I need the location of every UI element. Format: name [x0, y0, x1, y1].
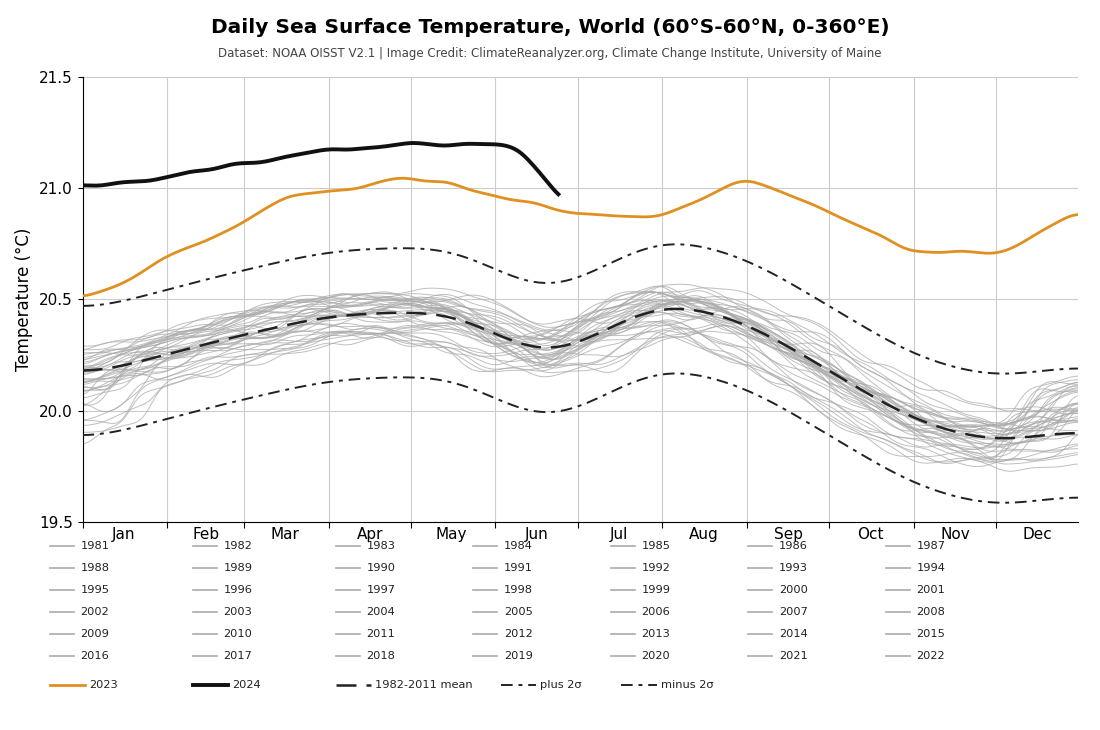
Text: 1983: 1983	[366, 541, 395, 551]
Text: 1987: 1987	[916, 541, 945, 551]
Text: 1982-2011 mean: 1982-2011 mean	[375, 680, 473, 690]
Text: 1986: 1986	[779, 541, 807, 551]
Text: 1984: 1984	[504, 541, 532, 551]
Text: 1989: 1989	[223, 563, 252, 573]
Text: 2001: 2001	[916, 585, 945, 595]
Text: 1994: 1994	[916, 563, 945, 573]
Text: 2013: 2013	[641, 629, 670, 639]
Text: 2012: 2012	[504, 629, 532, 639]
Text: Daily Sea Surface Temperature, World (60°S-60°N, 0-360°E): Daily Sea Surface Temperature, World (60…	[211, 18, 889, 37]
Text: 1985: 1985	[641, 541, 670, 551]
Text: 2024: 2024	[232, 680, 261, 690]
Text: 2004: 2004	[366, 607, 395, 617]
Text: 2014: 2014	[779, 629, 807, 639]
Text: 2002: 2002	[80, 607, 109, 617]
Text: 2018: 2018	[366, 650, 395, 661]
Text: 2011: 2011	[366, 629, 395, 639]
Text: 2019: 2019	[504, 650, 532, 661]
Text: 2016: 2016	[80, 650, 109, 661]
Text: 2007: 2007	[779, 607, 807, 617]
Text: 1998: 1998	[504, 585, 532, 595]
Text: 1992: 1992	[641, 563, 670, 573]
Text: 2017: 2017	[223, 650, 252, 661]
Y-axis label: Temperature (°C): Temperature (°C)	[15, 228, 33, 371]
Text: plus 2σ: plus 2σ	[540, 680, 582, 690]
Text: 2008: 2008	[916, 607, 945, 617]
Text: 2006: 2006	[641, 607, 670, 617]
Text: 2000: 2000	[779, 585, 807, 595]
Text: 1982: 1982	[223, 541, 252, 551]
Text: 1988: 1988	[80, 563, 109, 573]
Text: 1981: 1981	[80, 541, 109, 551]
Text: 1999: 1999	[641, 585, 670, 595]
Text: 2010: 2010	[223, 629, 252, 639]
Text: 2009: 2009	[80, 629, 109, 639]
Text: 2022: 2022	[916, 650, 945, 661]
Text: 1991: 1991	[504, 563, 532, 573]
Text: 2021: 2021	[779, 650, 807, 661]
Text: 1995: 1995	[80, 585, 109, 595]
Text: 2005: 2005	[504, 607, 532, 617]
Text: 2020: 2020	[641, 650, 670, 661]
Text: 1996: 1996	[223, 585, 252, 595]
Text: minus 2σ: minus 2σ	[661, 680, 714, 690]
Text: Dataset: NOAA OISST V2.1 | Image Credit: ClimateReanalyzer.org, Climate Change I: Dataset: NOAA OISST V2.1 | Image Credit:…	[218, 47, 882, 61]
Text: 2015: 2015	[916, 629, 945, 639]
Text: 1997: 1997	[366, 585, 395, 595]
Text: 2003: 2003	[223, 607, 252, 617]
Text: 1993: 1993	[779, 563, 807, 573]
Text: 1990: 1990	[366, 563, 395, 573]
Text: 2023: 2023	[89, 680, 118, 690]
